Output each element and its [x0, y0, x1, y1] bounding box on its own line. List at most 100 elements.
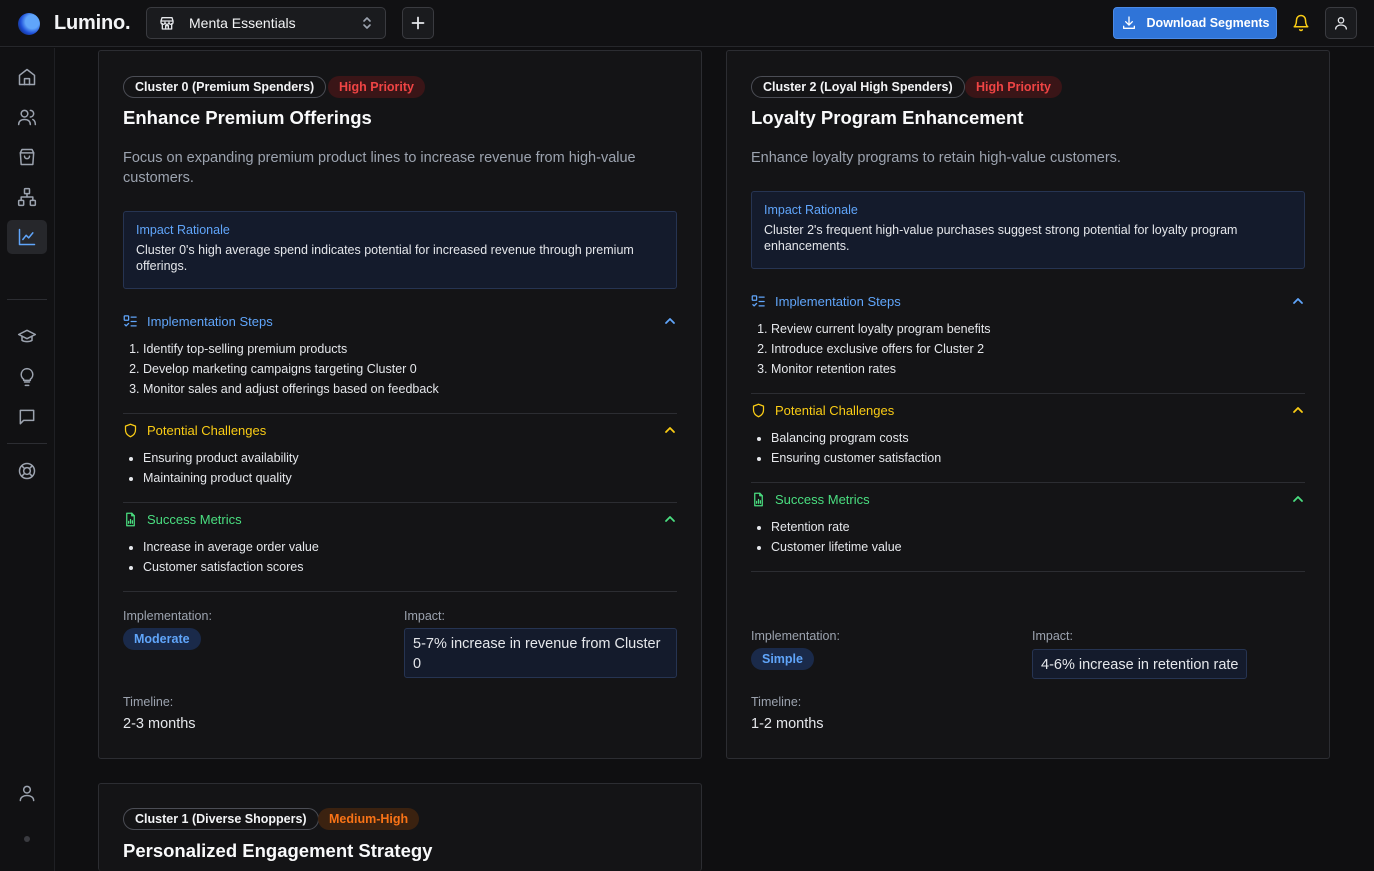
- steps-list: Review current loyalty program benefits …: [751, 319, 991, 379]
- metrics-title: Success Metrics: [147, 511, 242, 527]
- list-checks-icon: [751, 294, 766, 309]
- sidebar-item-home[interactable]: [7, 60, 47, 94]
- cluster-tag: Cluster 0 (Premium Spenders): [123, 76, 327, 98]
- sidebar: [0, 48, 55, 871]
- step-item: Monitor sales and adjust offerings based…: [143, 379, 439, 399]
- impact-rationale: Impact Rationale Cluster 2's frequent hi…: [751, 191, 1305, 269]
- sidebar-item-chat[interactable]: [7, 400, 47, 434]
- timeline-label: Timeline:: [123, 695, 174, 709]
- card-description: Focus on expanding premium product lines…: [123, 150, 636, 186]
- recommendation-card: Cluster 1 (Diverse Shoppers) Medium-High…: [98, 783, 702, 871]
- impact-label: Impact:: [1032, 629, 1073, 643]
- sidebar-divider: [7, 443, 47, 444]
- metrics-list: Increase in average order value Customer…: [123, 537, 319, 577]
- metric-item: Customer lifetime value: [771, 537, 902, 557]
- impact-value: 4-6% increase in retention rate: [1032, 649, 1248, 679]
- metric-item: Retention rate: [771, 517, 902, 537]
- challenges-title: Potential Challenges: [147, 422, 267, 438]
- sidebar-divider: [7, 299, 47, 300]
- store-selector[interactable]: Menta Essentials: [146, 7, 386, 39]
- impact-rationale: Impact Rationale Cluster 0's high averag…: [123, 211, 677, 289]
- sidebar-item-learn[interactable]: [7, 320, 47, 354]
- steps-title: Implementation Steps: [147, 313, 273, 329]
- chevron-up-icon: [663, 512, 677, 526]
- implementation-label: Implementation:: [751, 629, 840, 643]
- challenges-title: Potential Challenges: [775, 402, 895, 418]
- divider: [123, 502, 677, 503]
- rationale-title: Impact Rationale: [764, 203, 858, 217]
- rationale-title: Impact Rationale: [136, 223, 230, 237]
- chevron-up-icon: [663, 423, 677, 437]
- cluster-tag: Cluster 1 (Diverse Shoppers): [123, 808, 319, 830]
- sidebar-item-profile[interactable]: [7, 776, 47, 810]
- steps-list: Identify top-selling premium products De…: [123, 339, 439, 399]
- step-item: Introduce exclusive offers for Cluster 2: [771, 339, 991, 359]
- card-title: Loyalty Program Enhancement: [751, 107, 1024, 128]
- hierarchy-icon: [17, 187, 37, 207]
- add-store-button[interactable]: [402, 7, 434, 39]
- download-segments-button[interactable]: Download Segments: [1113, 7, 1277, 39]
- metrics-title: Success Metrics: [775, 491, 870, 507]
- chevron-up-icon: [1291, 403, 1305, 417]
- success-metrics-toggle[interactable]: Success Metrics: [123, 509, 677, 529]
- list-checks-icon: [123, 314, 138, 329]
- timeline-value: 2-3 months: [123, 716, 196, 732]
- sidebar-item-segments[interactable]: [7, 180, 47, 214]
- account-button[interactable]: [1325, 7, 1357, 39]
- challenges-toggle[interactable]: Potential Challenges: [751, 400, 1305, 420]
- card-description: Enhance loyalty programs to retain high-…: [751, 150, 1121, 166]
- top-bar: Lumino. Menta Essentials Download Segmen…: [0, 0, 1374, 47]
- rationale-text: Cluster 2's frequent high-value purchase…: [764, 223, 1238, 253]
- download-icon: [1121, 15, 1137, 31]
- challenge-item: Maintaining product quality: [143, 468, 299, 488]
- brand-logo[interactable]: Lumino.: [18, 12, 131, 35]
- impact-value: 5-7% increase in revenue from Cluster 0: [404, 628, 677, 678]
- cluster-tag: Cluster 2 (Loyal High Spenders): [751, 76, 965, 98]
- file-chart-icon: [751, 492, 766, 507]
- priority-tag: High Priority: [965, 76, 1063, 98]
- step-item: Identify top-selling premium products: [143, 339, 439, 359]
- step-item: Develop marketing campaigns targeting Cl…: [143, 359, 439, 379]
- metrics-list: Retention rate Customer lifetime value: [751, 517, 902, 557]
- sidebar-item-ideas[interactable]: [7, 360, 47, 394]
- implementation-steps-toggle[interactable]: Implementation Steps: [123, 311, 677, 331]
- priority-tag: High Priority: [328, 76, 426, 98]
- step-item: Monitor retention rates: [771, 359, 991, 379]
- challenges-toggle[interactable]: Potential Challenges: [123, 420, 677, 440]
- plus-icon: [411, 16, 425, 30]
- challenges-list: Balancing program costs Ensuring custome…: [751, 428, 941, 468]
- download-label: Download Segments: [1146, 16, 1270, 30]
- graduation-cap-icon: [17, 327, 37, 347]
- status-dot: [24, 836, 30, 842]
- chart-icon: [17, 227, 37, 247]
- lightbulb-icon: [17, 367, 37, 387]
- impact-label: Impact:: [404, 609, 445, 623]
- divider: [123, 413, 677, 414]
- metric-item: Increase in average order value: [143, 537, 319, 557]
- implementation-steps-toggle[interactable]: Implementation Steps: [751, 291, 1305, 311]
- sidebar-item-insights[interactable]: [7, 220, 47, 254]
- metric-item: Customer satisfaction scores: [143, 557, 319, 577]
- success-metrics-toggle[interactable]: Success Metrics: [751, 489, 1305, 509]
- challenges-list: Ensuring product availability Maintainin…: [123, 448, 299, 488]
- chevron-up-icon: [1291, 492, 1305, 506]
- shield-icon: [123, 423, 138, 438]
- timeline-label: Timeline:: [751, 695, 802, 709]
- sidebar-item-customers[interactable]: [7, 100, 47, 134]
- chevron-up-icon: [1291, 294, 1305, 308]
- sidebar-item-products[interactable]: [7, 140, 47, 174]
- challenge-item: Balancing program costs: [771, 428, 941, 448]
- shield-icon: [751, 403, 766, 418]
- recommendation-card: Cluster 0 (Premium Spenders) High Priori…: [98, 50, 702, 759]
- challenge-item: Ensuring customer satisfaction: [771, 448, 941, 468]
- notifications-bell-icon[interactable]: [1292, 13, 1310, 33]
- logo-mark-icon: [18, 12, 40, 35]
- message-icon: [17, 407, 37, 427]
- divider: [751, 482, 1305, 483]
- sidebar-item-support[interactable]: [7, 454, 47, 488]
- users-icon: [17, 107, 37, 127]
- divider: [751, 393, 1305, 394]
- divider: [751, 571, 1305, 572]
- store-icon: [159, 15, 175, 31]
- user-icon: [1333, 15, 1349, 31]
